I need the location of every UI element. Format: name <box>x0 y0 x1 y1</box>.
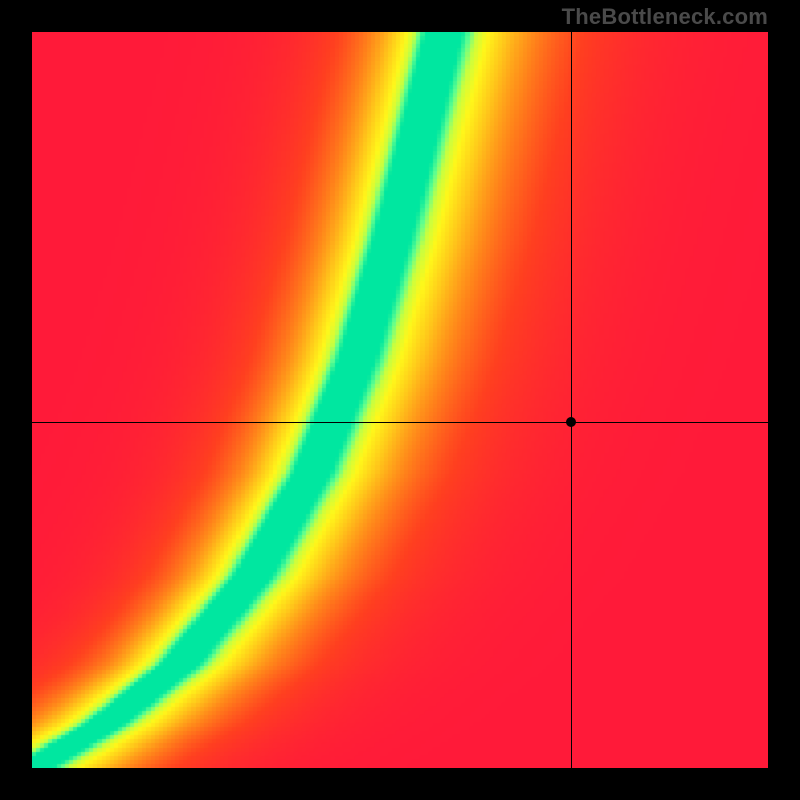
crosshair-horizontal <box>32 422 768 423</box>
crosshair-vertical <box>571 32 572 768</box>
watermark-text: TheBottleneck.com <box>562 4 768 30</box>
bottleneck-heatmap <box>32 32 768 768</box>
